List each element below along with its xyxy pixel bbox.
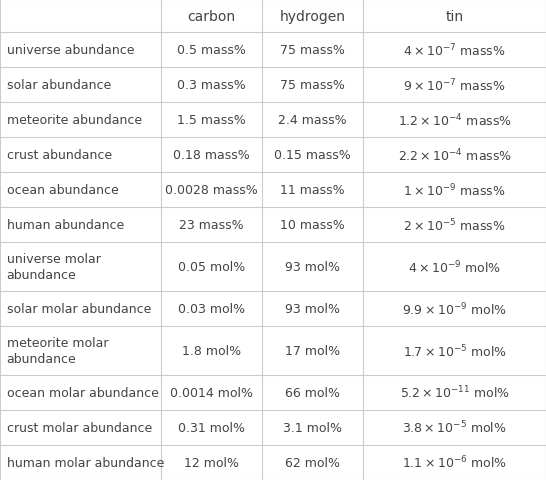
- Text: 75 mass%: 75 mass%: [280, 79, 345, 92]
- Text: 17 mol%: 17 mol%: [285, 344, 340, 357]
- Text: 0.3 mass%: 0.3 mass%: [177, 79, 246, 92]
- Text: $1.7\times10^{-5}$ mol%: $1.7\times10^{-5}$ mol%: [402, 343, 507, 359]
- Text: 11 mass%: 11 mass%: [280, 184, 345, 197]
- Text: universe abundance: universe abundance: [7, 44, 134, 57]
- Text: 93 mol%: 93 mol%: [285, 302, 340, 315]
- Text: 93 mol%: 93 mol%: [285, 261, 340, 274]
- Text: universe molar
abundance: universe molar abundance: [7, 253, 100, 282]
- Text: $1\times10^{-9}$ mass%: $1\times10^{-9}$ mass%: [403, 182, 506, 199]
- Text: tin: tin: [446, 10, 464, 24]
- Text: 0.0028 mass%: 0.0028 mass%: [165, 184, 258, 197]
- Text: $2\times10^{-5}$ mass%: $2\times10^{-5}$ mass%: [403, 217, 506, 234]
- Text: 75 mass%: 75 mass%: [280, 44, 345, 57]
- Text: 2.4 mass%: 2.4 mass%: [278, 114, 347, 127]
- Text: 0.0014 mol%: 0.0014 mol%: [170, 386, 253, 399]
- Text: 0.05 mol%: 0.05 mol%: [178, 261, 245, 274]
- Text: 23 mass%: 23 mass%: [179, 219, 244, 232]
- Text: solar abundance: solar abundance: [7, 79, 111, 92]
- Text: 1.8 mol%: 1.8 mol%: [182, 344, 241, 357]
- Text: human abundance: human abundance: [7, 219, 124, 232]
- Text: $3.8\times10^{-5}$ mol%: $3.8\times10^{-5}$ mol%: [402, 419, 507, 436]
- Text: 0.31 mol%: 0.31 mol%: [178, 421, 245, 434]
- Text: 1.5 mass%: 1.5 mass%: [177, 114, 246, 127]
- Text: $1.1\times10^{-6}$ mol%: $1.1\times10^{-6}$ mol%: [402, 454, 507, 471]
- Text: 12 mol%: 12 mol%: [184, 456, 239, 469]
- Text: 3.1 mol%: 3.1 mol%: [283, 421, 342, 434]
- Text: 62 mol%: 62 mol%: [285, 456, 340, 469]
- Text: $4\times10^{-9}$ mol%: $4\times10^{-9}$ mol%: [408, 259, 501, 276]
- Text: 66 mol%: 66 mol%: [285, 386, 340, 399]
- Text: $1.2\times10^{-4}$ mass%: $1.2\times10^{-4}$ mass%: [397, 112, 512, 129]
- Text: crust abundance: crust abundance: [7, 149, 112, 162]
- Text: 0.15 mass%: 0.15 mass%: [274, 149, 351, 162]
- Text: 0.03 mol%: 0.03 mol%: [178, 302, 245, 315]
- Text: carbon: carbon: [187, 10, 236, 24]
- Text: ocean molar abundance: ocean molar abundance: [7, 386, 158, 399]
- Text: $9\times10^{-7}$ mass%: $9\times10^{-7}$ mass%: [403, 77, 506, 94]
- Text: solar molar abundance: solar molar abundance: [7, 302, 151, 315]
- Text: hydrogen: hydrogen: [280, 10, 346, 24]
- Text: 0.18 mass%: 0.18 mass%: [173, 149, 250, 162]
- Text: meteorite abundance: meteorite abundance: [7, 114, 141, 127]
- Text: $2.2\times10^{-4}$ mass%: $2.2\times10^{-4}$ mass%: [397, 147, 512, 164]
- Text: human molar abundance: human molar abundance: [7, 456, 164, 469]
- Text: meteorite molar
abundance: meteorite molar abundance: [7, 336, 108, 365]
- Text: 10 mass%: 10 mass%: [280, 219, 345, 232]
- Text: $4\times10^{-7}$ mass%: $4\times10^{-7}$ mass%: [403, 42, 506, 59]
- Text: 0.5 mass%: 0.5 mass%: [177, 44, 246, 57]
- Text: $9.9\times10^{-9}$ mol%: $9.9\times10^{-9}$ mol%: [402, 300, 507, 317]
- Text: ocean abundance: ocean abundance: [7, 184, 118, 197]
- Text: crust molar abundance: crust molar abundance: [7, 421, 152, 434]
- Text: $5.2\times10^{-11}$ mol%: $5.2\times10^{-11}$ mol%: [400, 384, 509, 401]
